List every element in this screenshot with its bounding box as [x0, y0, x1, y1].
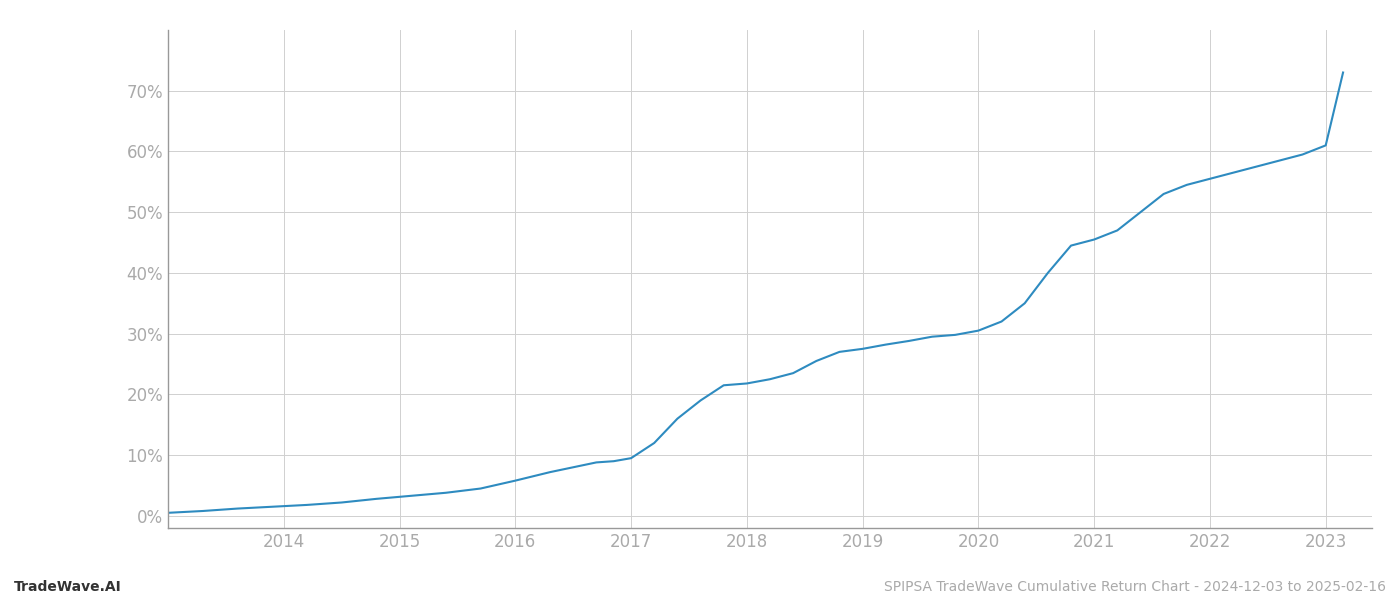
Text: TradeWave.AI: TradeWave.AI [14, 580, 122, 594]
Text: SPIPSA TradeWave Cumulative Return Chart - 2024-12-03 to 2025-02-16: SPIPSA TradeWave Cumulative Return Chart… [883, 580, 1386, 594]
